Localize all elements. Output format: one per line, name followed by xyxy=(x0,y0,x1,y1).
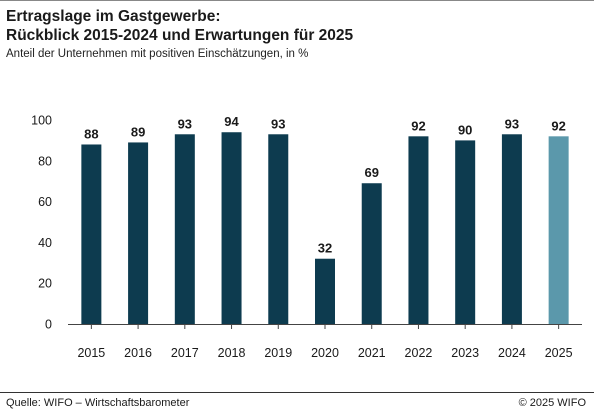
x-tick-label: 2021 xyxy=(358,346,386,360)
x-tick-label: 2015 xyxy=(77,346,105,360)
top-rule xyxy=(0,0,594,1)
x-tick-label: 2024 xyxy=(498,346,526,360)
bar xyxy=(221,132,242,324)
bar xyxy=(361,183,382,324)
footer-rule xyxy=(0,392,594,393)
data-label: 69 xyxy=(364,165,378,180)
data-label: 89 xyxy=(131,124,145,139)
bar xyxy=(128,142,149,324)
y-tick-label: 100 xyxy=(31,114,52,128)
bar-chart: 0 20 40 60 80 100 88 2015 89 2016 93 2017 94 2018 93 20… xyxy=(31,114,582,360)
y-tick-label: 0 xyxy=(45,318,52,332)
source-note: Quelle: WIFO – Wirtschaftsbarometer xyxy=(6,397,190,409)
data-label: 32 xyxy=(318,241,332,256)
x-tick-label: 2018 xyxy=(218,346,246,360)
data-label: 90 xyxy=(458,122,472,137)
x-tick-label: 2020 xyxy=(311,346,339,360)
data-label: 94 xyxy=(224,114,239,129)
x-tick-label: 2016 xyxy=(124,346,152,360)
bar xyxy=(501,134,522,324)
bar xyxy=(315,258,335,324)
bar xyxy=(174,134,195,324)
x-tick-label: 2019 xyxy=(264,346,292,360)
x-tick-label: 2025 xyxy=(545,346,573,360)
title-line-2: Rückblick 2015-2024 und Erwartungen für … xyxy=(6,27,354,44)
copyright-note: © 2025 WIFO xyxy=(518,397,586,409)
data-label: 93 xyxy=(178,116,192,131)
bar xyxy=(268,134,289,324)
x-tick-label: 2017 xyxy=(171,346,199,360)
data-label: 93 xyxy=(271,116,285,131)
data-label: 93 xyxy=(505,116,519,131)
data-label: 92 xyxy=(411,118,425,133)
chart-subtitle: Anteil der Unternehmen mit positiven Ein… xyxy=(6,48,309,60)
chart-title: Ertragslage im Gastgewerbe: Rückblick 20… xyxy=(6,7,353,45)
y-tick-label: 20 xyxy=(38,277,52,291)
bar xyxy=(455,140,476,324)
bar xyxy=(548,136,569,324)
title-line-1: Ertragslage im Gastgewerbe: xyxy=(6,8,221,25)
y-tick-label: 80 xyxy=(38,154,52,168)
bar xyxy=(81,144,102,324)
y-tick-label: 40 xyxy=(38,236,52,250)
bar xyxy=(408,136,429,324)
y-tick-label: 60 xyxy=(38,195,52,209)
x-tick-label: 2022 xyxy=(405,346,433,360)
x-tick-label: 2023 xyxy=(451,346,479,360)
data-label: 92 xyxy=(551,118,565,133)
data-label: 88 xyxy=(84,126,98,141)
